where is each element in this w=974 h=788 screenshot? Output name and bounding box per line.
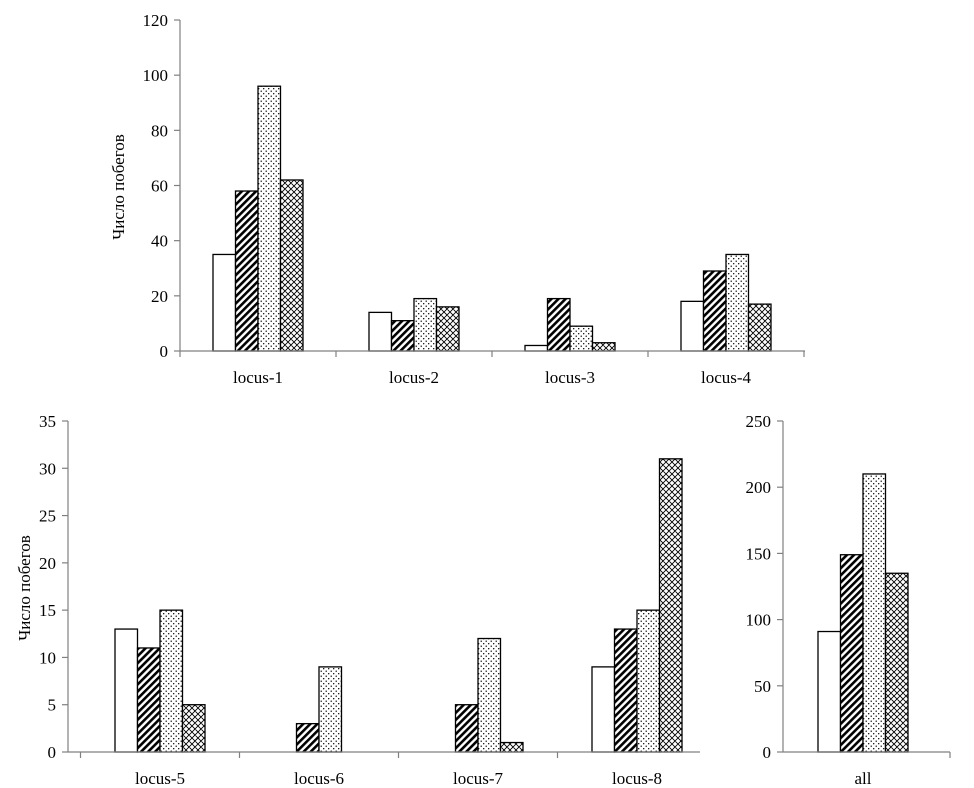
y-tick-label: 200	[746, 478, 772, 497]
bar-locus-8-s3	[636, 609, 661, 753]
x-tick-label: locus-1	[233, 368, 283, 387]
bar-locus-5-s1	[114, 628, 139, 753]
bar-locus-1-s4	[279, 179, 304, 352]
y-axis-title: Число побегов	[15, 535, 34, 641]
bar-locus-8-s4	[658, 458, 683, 753]
bar-locus-5-s3	[159, 609, 184, 753]
y-tick-label: 0	[763, 743, 772, 762]
x-tick-label: locus-3	[545, 368, 595, 387]
y-tick-label: 150	[746, 544, 772, 563]
x-tick-label: locus-4	[701, 368, 752, 387]
bar-locus-8-s2	[613, 628, 638, 753]
y-tick-label: 10	[39, 648, 56, 667]
chart-top: locus-1 locus-2 locus-3 locus-4 0 20 40 60 80 100…	[109, 11, 805, 387]
bar-locus-4-s3	[725, 253, 750, 352]
bar-locus-6-s3	[318, 666, 343, 753]
bar-locus-6-s2	[295, 722, 320, 753]
bar-locus-3-s1	[524, 344, 549, 352]
y-tick-label: 250	[746, 412, 772, 431]
y-tick-label: 20	[39, 554, 56, 573]
bar-locus-1-s2	[234, 190, 259, 352]
bar-locus-3-s2	[546, 297, 571, 352]
y-tick-label: 20	[151, 287, 168, 306]
bar-locus-4-s4	[747, 303, 772, 352]
bar-locus-4-s2	[702, 270, 727, 352]
x-tick-label: locus-2	[389, 368, 439, 387]
bar-locus-3-s4	[591, 342, 616, 352]
bar-locus-8-s1	[591, 666, 616, 753]
y-tick-label: 50	[754, 677, 771, 696]
y-tick-label: 0	[48, 743, 57, 762]
y-tick-label: 100	[143, 66, 169, 85]
bar-locus-5-s4	[181, 704, 206, 753]
bar-locus-3-s3	[569, 325, 594, 352]
y-tick-label: 80	[151, 121, 168, 140]
y-tick-label: 0	[160, 342, 169, 361]
y-tick-label: 40	[151, 232, 168, 251]
bar-locus-4-s1	[680, 300, 705, 352]
y-tick-label: 100	[746, 611, 772, 630]
chart-bottom-left: locus-5 locus-6 locus-7 locus-8 0 5 10 15 20 25 30…	[15, 412, 700, 788]
y-tick-label: 120	[143, 11, 169, 30]
bar-all-s3	[862, 473, 887, 753]
bar-locus-2-s4	[435, 306, 460, 352]
y-tick-label: 60	[151, 177, 168, 196]
y-tick-label: 5	[48, 696, 57, 715]
chart-bottom-right: all 0 50 100 150 200 250	[746, 412, 951, 788]
x-tick-label: locus-7	[453, 769, 504, 788]
y-tick-label: 15	[39, 601, 56, 620]
bar-locus-7-s4	[499, 741, 524, 753]
bar-locus-2-s2	[390, 320, 415, 352]
bar-locus-1-s1	[212, 253, 237, 352]
bar-locus-1-s3	[257, 85, 282, 352]
bar-all-s1	[817, 630, 842, 753]
x-tick-label: all	[855, 769, 872, 788]
bar-locus-2-s1	[368, 311, 393, 352]
bar-locus-2-s3	[413, 297, 438, 352]
x-tick-label: locus-8	[612, 769, 662, 788]
bar-locus-5-s2	[136, 647, 161, 753]
x-tick-label: locus-5	[135, 769, 185, 788]
bar-locus-7-s2	[454, 704, 479, 753]
y-tick-label: 35	[39, 412, 56, 431]
bar-locus-7-s3	[477, 637, 502, 753]
x-tick-label: locus-6	[294, 769, 344, 788]
y-tick-label: 30	[39, 459, 56, 478]
bar-all-s2	[839, 554, 864, 753]
y-tick-label: 25	[39, 507, 56, 526]
bar-all-s4	[884, 572, 909, 753]
y-axis-title: Число побегов	[109, 134, 128, 240]
